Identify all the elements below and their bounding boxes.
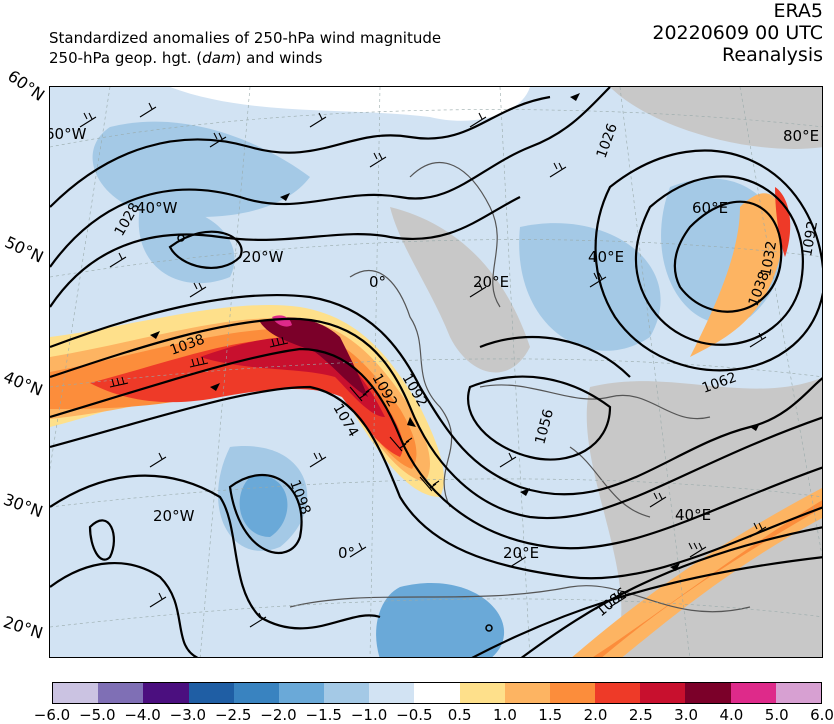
lon-label-0-south: 0° [338, 544, 355, 562]
colorbar-segment [459, 683, 505, 703]
lon-label-80e: 80°E [783, 127, 819, 145]
product-label: Reanalysis [722, 44, 823, 66]
colorbar-tick-label: 5.0 [764, 706, 789, 724]
colorbar-segment [53, 683, 99, 703]
colorbar-tick-label: −3.0 [169, 706, 207, 724]
title-line-1: Standardized anomalies of 250-hPa wind m… [49, 29, 442, 47]
colorbar-segment [324, 683, 370, 703]
lon-label-20w-south: 20°W [153, 507, 195, 525]
lon-label-20e-south: 20°E [503, 544, 539, 562]
title-line-2: 250-hPa geop. hgt. (dam) and winds [49, 49, 323, 67]
colorbar-tick-label: 1.5 [538, 706, 563, 724]
dataset-label: ERA5 [773, 0, 823, 22]
lat-label-50n: 50°N [1, 232, 47, 267]
colorbar-tick-label: 1.0 [493, 706, 517, 724]
colorbar-tick-label: −1.0 [350, 706, 388, 724]
colorbar-segment [188, 683, 234, 703]
map-header-right: ERA5 20220609 00 UTC Reanalysis [652, 0, 823, 66]
colorbar-segment [98, 683, 144, 703]
colorbar-tick-label: −6.0 [33, 706, 71, 724]
colorbar-segment [549, 683, 596, 703]
colorbar-tick-label: 6.0 [810, 706, 834, 724]
height-contours [50, 87, 822, 657]
colorbar-tick-label: −2.5 [214, 706, 252, 724]
low-center-marker-2 [485, 624, 493, 632]
colorbar-tick-label: −0.5 [396, 706, 433, 724]
lon-label-40w: 40°W [136, 199, 178, 217]
colorbar-segment [775, 683, 821, 703]
low-center-marker [177, 234, 185, 242]
colorbar-segment [504, 683, 550, 703]
datetime-label: 20220609 00 UTC [652, 22, 823, 44]
colorbar-segment [595, 683, 641, 703]
colorbar-tick-label: −2.0 [260, 706, 297, 724]
colorbar-tick-label: −1.5 [305, 706, 342, 724]
lon-label-20e: 20°E [473, 273, 509, 291]
colorbar-tick-label: 2.0 [583, 706, 608, 724]
colorbar-segment [414, 683, 460, 703]
coastlines [289, 161, 751, 613]
anomaly-fields [50, 87, 822, 657]
lon-label-20w: 20°W [242, 248, 284, 266]
lon-label-60w: 60°W [50, 125, 87, 143]
contour-label: 1032 [758, 240, 780, 278]
lon-label-40e: 40°E [588, 248, 624, 266]
lat-label-40n: 40°N [0, 367, 46, 400]
lat-label-20n: 20°N [1, 612, 46, 643]
colorbar-tick-label: −4.0 [124, 706, 161, 724]
wind-barbs [79, 102, 767, 628]
lon-label-0: 0° [369, 273, 386, 291]
map-canvas: 60°W 40°W 20°W 0° 20°E 40°E 60°E 80°E 20… [50, 87, 822, 657]
contour-label: 1092 [799, 220, 821, 258]
colorbar-ticks: −6.0 −5.0 −4.0 −3.0 −2.5 −2.0 −1.5 −1.0 −0.5 0.5 1… [0, 706, 834, 724]
colorbar-segment [685, 683, 731, 703]
colorbar-tick-label: 0.5 [447, 706, 472, 724]
colorbar-segment [640, 683, 686, 703]
lat-label-30n: 30°N [0, 489, 46, 522]
contour-arrows [150, 93, 760, 571]
map-title: Standardized anomalies of 250-hPa wind m… [49, 28, 441, 68]
lon-label-60e: 60°E [692, 199, 728, 217]
colorbar [52, 682, 822, 704]
colorbar-tick-label: −5.0 [79, 706, 116, 724]
colorbar-segment [143, 683, 189, 703]
colorbar-tick-label: 2.5 [628, 706, 653, 724]
colorbar-tick-label: 3.0 [674, 706, 699, 724]
lon-label-40e-south: 40°E [675, 506, 711, 524]
colorbar-segment [233, 683, 279, 703]
colorbar-tick-label: 4.0 [719, 706, 744, 724]
colorbar-segment [369, 683, 415, 703]
colorbar-segment [278, 683, 325, 703]
colorbar-segment [730, 683, 776, 703]
weather-map: 60°W 40°W 20°W 0° 20°E 40°E 60°E 80°E 20… [49, 86, 823, 658]
lat-label-60n: 60°N [4, 66, 49, 105]
